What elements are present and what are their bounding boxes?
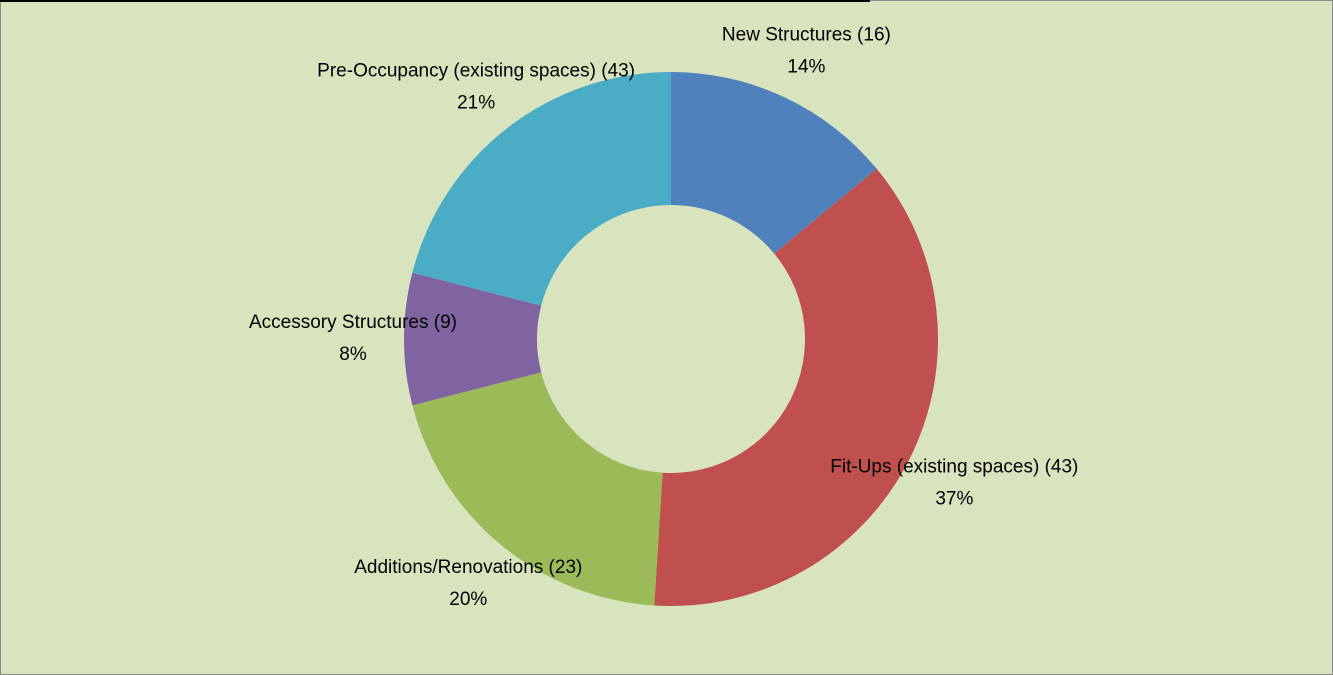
donut-slice <box>654 168 938 607</box>
donut-slice <box>412 72 671 306</box>
slice-label: New Structures (16) <box>722 24 891 45</box>
slice-label: Additions/Renovations (23) <box>354 557 582 578</box>
slice-label: Fit-Ups (existing spaces) (43) <box>830 456 1078 477</box>
slice-value-label: 8% <box>339 344 367 365</box>
donut-slice <box>671 72 877 254</box>
slice-label: Pre-Occupancy (existing spaces) (43) <box>317 61 635 82</box>
donut-slice <box>404 272 542 406</box>
slice-label: Accessory Structures (9) <box>249 312 457 333</box>
slice-value-label: 37% <box>935 488 973 509</box>
donut-slice <box>412 372 663 606</box>
slice-value-label: 21% <box>457 93 495 114</box>
slice-value-label: 20% <box>449 589 487 610</box>
slice-value-label: 14% <box>787 56 825 77</box>
